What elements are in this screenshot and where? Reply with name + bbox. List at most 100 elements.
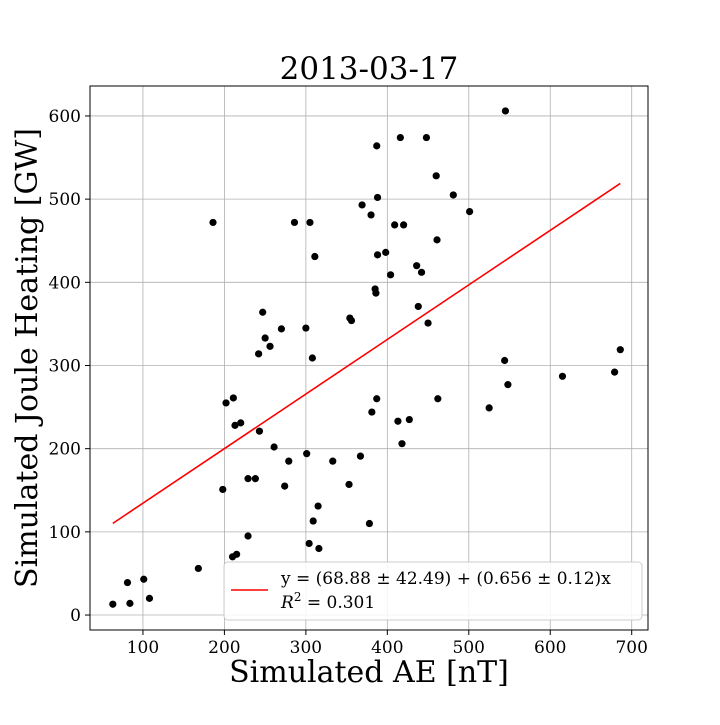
data-point xyxy=(222,399,230,407)
data-point xyxy=(311,252,319,261)
data-point xyxy=(394,417,402,425)
data-point xyxy=(413,262,421,270)
data-point xyxy=(308,354,316,362)
regression-line xyxy=(112,182,621,525)
data-point xyxy=(345,480,353,489)
data-point xyxy=(281,482,289,490)
legend-r-exponent: 2 xyxy=(294,590,302,604)
y-axis-title: Simulated Joule Heating [GW] xyxy=(10,128,45,588)
data-point xyxy=(314,502,322,510)
legend-r-value: = 0.301 xyxy=(301,593,375,613)
data-point xyxy=(373,142,381,150)
data-point xyxy=(382,248,390,256)
data-point xyxy=(365,519,374,528)
data-point xyxy=(251,475,259,483)
x-tick-label: 300 xyxy=(290,638,322,658)
data-point xyxy=(194,564,202,573)
data-point xyxy=(309,517,317,525)
data-point xyxy=(290,218,299,227)
data-point xyxy=(219,485,227,494)
y-tick-label: 600 xyxy=(49,107,81,127)
data-point xyxy=(270,443,278,451)
data-point xyxy=(329,457,337,465)
data-point xyxy=(414,302,422,311)
data-point xyxy=(261,334,269,342)
data-point xyxy=(358,201,366,209)
data-point xyxy=(231,421,239,429)
data-point xyxy=(306,218,314,227)
data-point xyxy=(485,404,493,412)
data-point xyxy=(237,419,245,427)
data-point xyxy=(347,316,356,325)
data-point xyxy=(616,346,624,354)
data-point xyxy=(255,427,264,435)
legend-r-squared: R2 = 0.301 xyxy=(280,590,375,613)
data-point xyxy=(302,324,310,332)
data-point xyxy=(367,211,375,219)
y-tick-label: 500 xyxy=(49,190,81,210)
data-point xyxy=(504,381,512,389)
data-point xyxy=(277,325,286,333)
data-point xyxy=(123,578,132,587)
data-point xyxy=(140,575,148,583)
data-point xyxy=(229,394,237,402)
x-tick-label: 700 xyxy=(615,638,647,658)
data-point xyxy=(305,539,313,548)
data-point xyxy=(126,599,134,607)
data-point xyxy=(405,415,413,424)
x-tick-label: 500 xyxy=(453,638,485,658)
x-axis-title: Simulated AE [nT] xyxy=(229,655,509,690)
data-point xyxy=(400,221,408,229)
data-point xyxy=(255,350,263,358)
data-point xyxy=(373,193,382,202)
data-point xyxy=(315,544,323,553)
data-point xyxy=(432,172,440,180)
x-tick-label: 600 xyxy=(534,638,566,658)
plot-area-frame xyxy=(89,85,649,631)
data-point xyxy=(417,268,426,276)
grid-lines xyxy=(90,86,648,630)
y-tick-label: 200 xyxy=(49,440,81,460)
x-tick-label: 100 xyxy=(127,638,159,658)
data-point xyxy=(501,356,509,365)
legend: y = (68.88 ± 42.49) + (0.656 ± 0.12)x R2… xyxy=(223,561,643,621)
data-point xyxy=(611,368,619,376)
data-point xyxy=(356,452,365,460)
legend-box xyxy=(223,561,643,621)
data-point xyxy=(209,218,217,227)
axis-ticks: 100 200 300 400 500 600 700 0 100 200 300 400 500 600 xyxy=(49,107,648,658)
data-point xyxy=(449,191,457,199)
x-tick-label: 400 xyxy=(371,638,403,658)
data-point xyxy=(233,550,241,558)
data-point xyxy=(244,475,252,483)
data-point xyxy=(244,532,252,540)
data-point xyxy=(372,289,380,297)
data-point xyxy=(259,308,267,316)
data-point xyxy=(422,133,431,142)
y-tick-label: 0 xyxy=(70,606,81,626)
data-point xyxy=(433,236,441,244)
x-tick-label: 200 xyxy=(208,638,240,658)
data-point xyxy=(386,271,395,279)
legend-r-symbol: R xyxy=(280,593,294,613)
chart-title: 2013-03-17 xyxy=(280,51,459,87)
regression-line-group xyxy=(112,182,621,525)
data-point xyxy=(424,319,432,327)
data-point xyxy=(558,372,567,380)
data-point xyxy=(398,440,406,448)
data-point xyxy=(391,221,399,229)
y-tick-label: 300 xyxy=(49,356,81,376)
data-point xyxy=(145,594,154,602)
data-point xyxy=(285,457,293,465)
y-tick-label: 100 xyxy=(49,523,81,543)
data-points xyxy=(109,107,624,608)
data-point xyxy=(109,600,117,608)
data-point xyxy=(373,251,382,259)
legend-equation: y = (68.88 ± 42.49) + (0.656 ± 0.12)x xyxy=(280,569,611,589)
data-point xyxy=(373,395,381,403)
data-point xyxy=(396,133,404,142)
data-point xyxy=(368,408,376,416)
data-point xyxy=(266,342,274,350)
